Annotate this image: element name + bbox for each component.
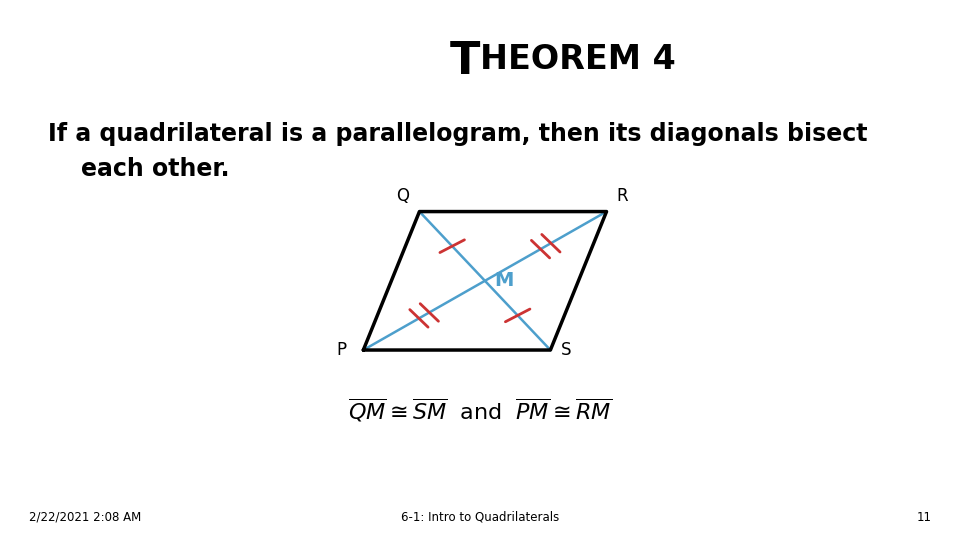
Text: M: M <box>494 271 514 291</box>
Text: R: R <box>616 187 628 205</box>
Text: each other.: each other. <box>48 157 229 180</box>
Text: 11: 11 <box>916 511 931 524</box>
Text: Q: Q <box>396 187 409 205</box>
Text: HEOREM 4: HEOREM 4 <box>480 43 676 76</box>
Text: P: P <box>336 341 347 359</box>
Text: S: S <box>561 341 571 359</box>
Text: $\overline{QM} \cong \overline{SM}$  and  $\overline{PM} \cong \overline{RM}$: $\overline{QM} \cong \overline{SM}$ and … <box>348 397 612 424</box>
Text: T: T <box>449 40 480 84</box>
Text: If a quadrilateral is a parallelogram, then its diagonals bisect: If a quadrilateral is a parallelogram, t… <box>48 122 868 145</box>
Text: 2/22/2021 2:08 AM: 2/22/2021 2:08 AM <box>29 511 141 524</box>
Text: 6-1: Intro to Quadrilaterals: 6-1: Intro to Quadrilaterals <box>401 511 559 524</box>
